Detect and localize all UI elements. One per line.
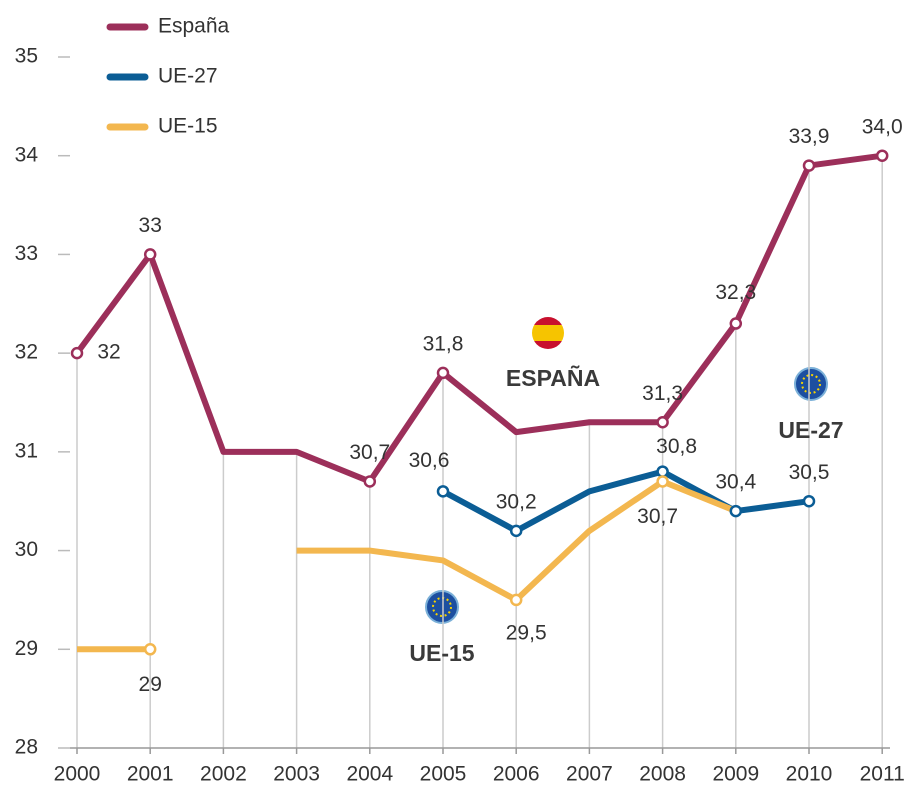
data-point bbox=[729, 504, 743, 518]
data-label: 34,0 bbox=[862, 115, 903, 138]
flag-eu-27 bbox=[794, 367, 828, 401]
x-tick-label: 2006 bbox=[493, 763, 540, 786]
data-label: 30,4 bbox=[715, 471, 756, 494]
data-point bbox=[143, 643, 157, 656]
x-tick-label: 2011 bbox=[860, 763, 905, 786]
annotation: ESPAÑA bbox=[506, 364, 600, 391]
x-tick-label: 2001 bbox=[127, 763, 174, 786]
data-label: 30,6 bbox=[409, 449, 450, 472]
data-point bbox=[143, 248, 157, 261]
data-point bbox=[363, 475, 377, 488]
legend-label: UE-27 bbox=[158, 65, 218, 88]
x-tick-label: 2009 bbox=[712, 763, 759, 786]
data-label: 30,8 bbox=[656, 435, 697, 458]
flag-eu-15 bbox=[425, 590, 459, 624]
data-label: 29,5 bbox=[506, 621, 547, 644]
data-label: 31,8 bbox=[423, 332, 464, 355]
x-tick-label: 2008 bbox=[639, 763, 686, 786]
y-tick-label: 30 bbox=[15, 538, 38, 561]
data-point bbox=[436, 366, 450, 380]
y-tick-label: 32 bbox=[15, 341, 38, 364]
y-tick-label: 28 bbox=[15, 736, 38, 759]
x-tick-label: 2007 bbox=[566, 763, 613, 786]
x-tick-label: 2005 bbox=[420, 763, 467, 786]
y-tick-label: 35 bbox=[15, 45, 38, 68]
data-point bbox=[436, 485, 450, 498]
data-label: 32,3 bbox=[715, 281, 756, 304]
data-point bbox=[802, 159, 816, 172]
y-tick-label: 29 bbox=[15, 637, 38, 660]
data-point bbox=[656, 475, 669, 488]
data-point bbox=[729, 317, 743, 330]
x-tick-label: 2002 bbox=[200, 763, 247, 786]
data-point bbox=[509, 524, 523, 538]
data-point bbox=[509, 593, 523, 607]
data-label: 30,5 bbox=[789, 461, 830, 484]
annotation: UE-15 bbox=[409, 640, 474, 666]
y-tick-label: 34 bbox=[15, 143, 39, 166]
data-label: 30,2 bbox=[496, 490, 537, 513]
data-label: 31,3 bbox=[642, 382, 683, 405]
y-tick-label: 31 bbox=[15, 439, 38, 462]
annotation: UE-27 bbox=[778, 417, 843, 443]
data-label: 30,7 bbox=[637, 505, 678, 528]
x-tick-label: 2004 bbox=[346, 763, 393, 786]
data-point bbox=[656, 415, 669, 429]
data-label: 29 bbox=[139, 673, 162, 696]
data-point bbox=[656, 465, 669, 478]
data-label: 32 bbox=[97, 341, 120, 364]
flag-spain bbox=[532, 317, 564, 349]
data-label: 33 bbox=[139, 214, 162, 237]
legend-label: España bbox=[158, 15, 230, 38]
y-tick-label: 33 bbox=[15, 242, 38, 265]
series-line bbox=[74, 152, 883, 485]
x-tick-label: 2003 bbox=[273, 763, 320, 786]
x-tick-label: 2010 bbox=[786, 763, 833, 786]
legend-label: UE-15 bbox=[158, 115, 218, 138]
data-point bbox=[70, 346, 84, 360]
x-tick-label: 2000 bbox=[54, 763, 101, 786]
series-line bbox=[441, 468, 810, 534]
data-point bbox=[875, 149, 889, 162]
data-point bbox=[802, 494, 816, 508]
data-label: 33,9 bbox=[789, 125, 830, 148]
data-label: 30,7 bbox=[349, 441, 390, 464]
